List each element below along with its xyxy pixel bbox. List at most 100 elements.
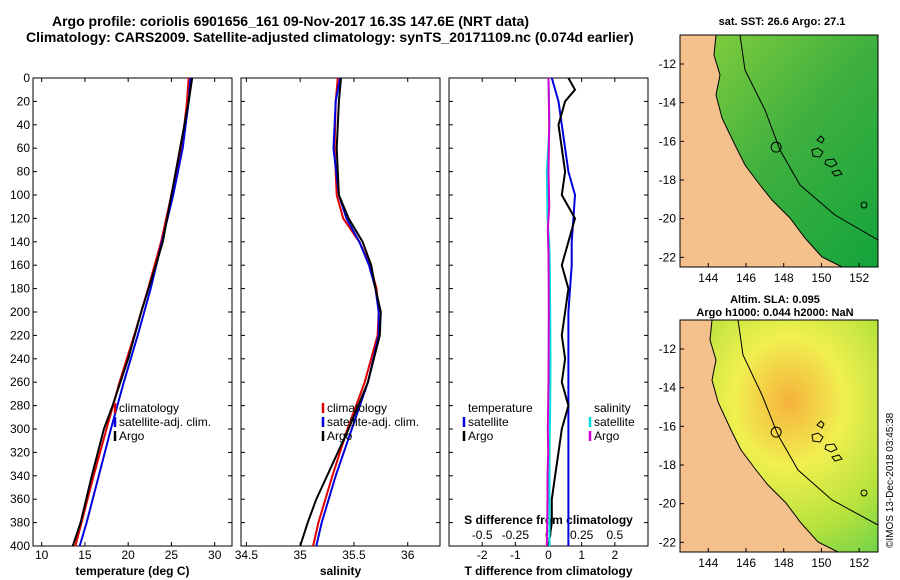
sla-map: Altim. SLA: 0.095 Argo h1000: 0.044 h200… [659,294,879,570]
map-x-tick-label: 146 [736,271,756,285]
map-y-tick-label: -14 [659,96,677,110]
map-x-tick-label: 152 [849,271,869,285]
map-y-tick-label: -18 [659,458,677,472]
sst-map-title: sat. SST: 26.6 Argo: 27.1 [719,16,846,28]
argo-position-marker [770,141,782,153]
salinity-panel: 34.5 35 35.5 36 salinity climatologysatellite… [235,77,441,578]
depth-tick-label: 280 [10,399,30,413]
series-line-salinity-satellite [545,77,552,546]
depth-tick-label: 20 [17,94,31,108]
legend-item: Argo [468,429,494,443]
x-axis-label: T difference from climatology [464,564,632,578]
sla-map-subtitle: Argo h1000: 0.044 h2000: NaN [696,307,853,319]
depth-tick-label: 180 [10,282,30,296]
credit-text: ©IMOS 13-Dec-2018 03:45:38 [885,412,896,548]
map-y-tick-label: -12 [659,342,677,356]
x-tick-label: 15 [78,548,92,562]
depth-tick-label: 120 [10,211,30,225]
sla-map-title: Altim. SLA: 0.095 [730,294,820,306]
map-x-tick-label: 144 [698,271,718,285]
map-y-tick-label: -20 [659,497,677,511]
temperature-frame [32,77,233,547]
sla-map-frame [679,319,879,553]
x-tick-label: -2 [477,548,488,562]
map-y-tick-label: -22 [659,535,677,549]
legend-item: Argo [119,429,145,443]
depth-tick-label: 160 [10,258,30,272]
series-line-argo [299,77,382,547]
reefs-2 [811,420,843,462]
series-line-satellite-adj-clim- [78,77,192,547]
map-y-tick-label: -16 [659,419,677,433]
depth-tick-label: 40 [17,118,31,132]
x-tick-label: 20 [121,548,135,562]
legend-item: Argo [327,429,353,443]
legend-group-title: temperature [468,401,533,415]
x-tick-label: 25 [165,548,179,562]
map-x-tick-label: 148 [774,556,794,570]
x-tick-label: 34.5 [235,548,259,562]
map-y-tick-label: -16 [659,134,677,148]
x-tick-label: 36 [401,548,415,562]
depth-tick-label: 80 [17,165,31,179]
legend-group-title: salinity [594,401,631,415]
land-mass-2 [680,320,839,552]
x-tick-label: 2 [611,548,618,562]
map-y-tick-label: -22 [659,250,677,264]
series-line-argo [71,77,194,547]
seamount [860,201,868,209]
depth-tick-label: 360 [10,492,30,506]
legend-item: satellite [594,415,635,429]
land-mass [680,35,843,267]
argo-position-marker-2 [770,426,782,438]
map-y-tick-label: -18 [659,173,677,187]
x-tick-label: -1 [510,548,521,562]
differences-panel: -2 -1 0 1 2 T difference from climatology -0.5… [448,77,649,578]
figure-title-line2: Climatology: CARS2009. Satellite-adjuste… [26,29,634,45]
map-x-tick-label: 144 [698,556,718,570]
depth-tick-label: 260 [10,375,30,389]
map-x-tick-label: 150 [811,271,831,285]
x-tick-label: 1 [578,548,585,562]
x-axis-label: temperature (deg C) [75,564,189,578]
depth-tick-label: 240 [10,352,30,366]
depth-tick-label: 300 [10,422,30,436]
secondary-tick-label: 0.5 [606,528,623,542]
reefs [811,135,843,177]
sst-map-frame [679,34,879,268]
legend-item: climatology [327,401,387,415]
depth-tick-label: 100 [10,188,30,202]
legend-item: satellite-adj. clim. [119,415,211,429]
series-line-salinity-argo [545,77,551,547]
depth-tick-label: 140 [10,235,30,249]
sst-map: sat. SST: 26.6 Argo: 27.1 144 146 148 150 15… [659,16,879,285]
depth-tick-label: 380 [10,516,30,530]
depth-tick-label: 340 [10,469,30,483]
figure-title-line1: Argo profile: coriolis 6901656_161 09-No… [52,13,529,29]
x-tick-label: 30 [208,548,222,562]
map-x-tick-label: 146 [736,556,756,570]
series-line-temperature-argo [547,77,577,547]
depth-tick-label: 200 [10,305,30,319]
legend-item: Argo [594,429,620,443]
depth-tick-label: 320 [10,445,30,459]
x-tick-label: 0 [545,548,552,562]
x-tick-label: 35.5 [342,548,366,562]
seamount-2 [860,489,868,497]
secondary-tick-label: 0.25 [570,528,594,542]
depth-tick-label: 60 [17,141,31,155]
salinity-frame [240,77,441,547]
map-x-tick-label: 150 [811,556,831,570]
secondary-tick-label: -0.5 [472,528,493,542]
depth-contour-2 [737,320,878,526]
map-y-tick-label: -12 [659,57,677,71]
temperature-panel: 0 20 40 60 80 100 120 140 160 180 200 220 240 260 280 3… [10,71,233,578]
legend-item: satellite [468,415,509,429]
map-y-tick-label: -20 [659,212,677,226]
map-y-tick-label: -14 [659,381,677,395]
x-axis-label: salinity [320,564,362,578]
depth-tick-label: 400 [10,539,30,553]
legend-item: satellite-adj. clim. [327,415,419,429]
depth-tick-label: 0 [23,71,30,85]
